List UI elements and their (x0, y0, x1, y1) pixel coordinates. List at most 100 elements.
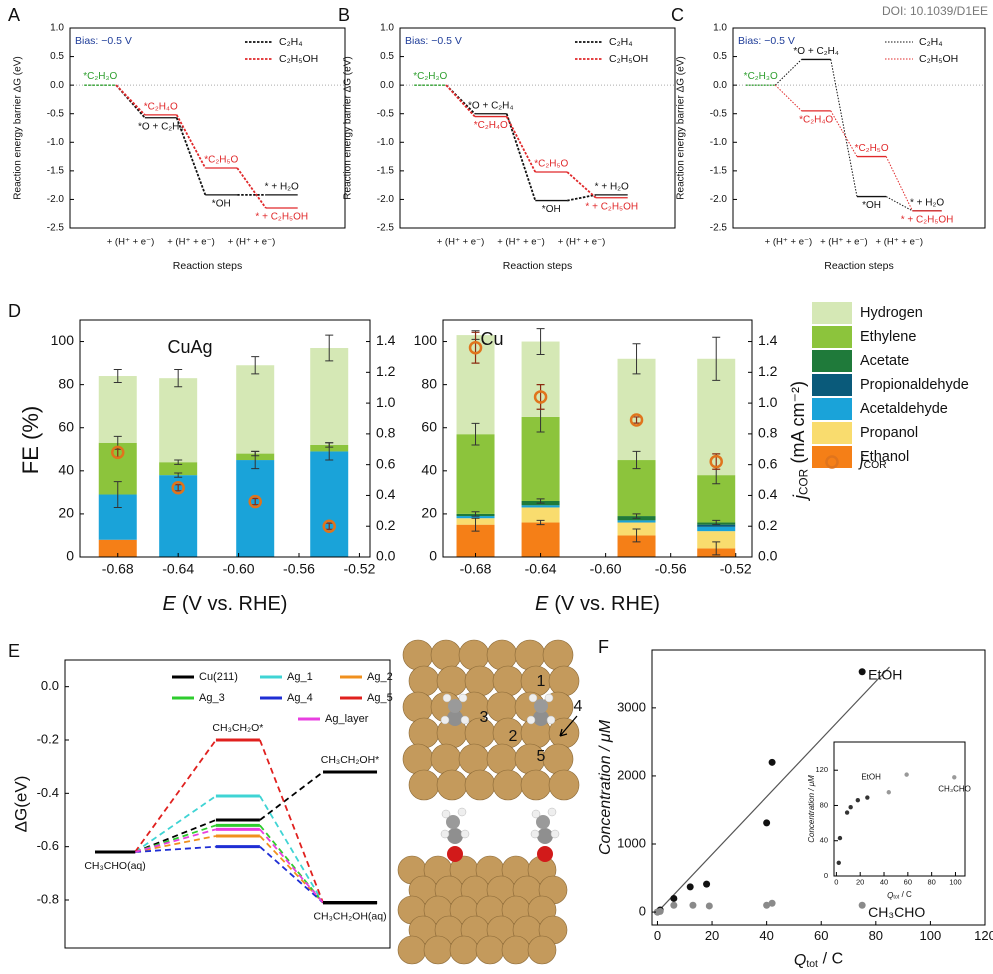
atom (436, 769, 468, 801)
x-axis-label: Reaction steps (824, 260, 893, 272)
level-label: *C₂H₅O (534, 159, 568, 170)
point (904, 772, 909, 777)
point (689, 901, 697, 909)
point (952, 775, 957, 780)
bar-segment (310, 348, 349, 445)
atom (449, 935, 479, 965)
bar-segment (310, 451, 349, 557)
carbon-atom (537, 828, 553, 844)
x-tick-label: 100 (949, 878, 962, 887)
atom (514, 639, 546, 671)
y-tick-label: -1.5 (47, 165, 65, 176)
y-tick-label: -2.0 (710, 194, 728, 205)
atom (458, 639, 490, 671)
point (865, 795, 870, 800)
atom (430, 639, 462, 671)
y-tick-label: 40 (820, 836, 828, 845)
atom (430, 743, 462, 775)
y-tick-label: 0.4 (758, 486, 778, 502)
legend-label-sub: COR (864, 460, 888, 471)
y-tick-label: 0.5 (50, 51, 64, 62)
j-marker (322, 519, 336, 533)
level-label: * + C₂H₅OH (901, 214, 954, 225)
step-label: + (H⁺ + e⁻) (437, 237, 485, 248)
x-axis-label: Reaction steps (503, 260, 572, 272)
state-label: CH₃CH₂O* (212, 722, 263, 734)
error-bar (251, 356, 260, 375)
series-label: CH₃CHO (938, 784, 971, 793)
carbon-atom (446, 815, 460, 829)
x-axis-label-symbol: E (535, 593, 549, 615)
image-label: 5 (537, 748, 546, 765)
atom (408, 665, 440, 697)
point (768, 758, 776, 766)
error-bar (712, 519, 721, 526)
level-connector (259, 835, 324, 904)
level-label: *O + C₂H₄ (138, 121, 183, 132)
atom (492, 665, 524, 697)
y-tick-label: -1.0 (47, 137, 65, 148)
error-bar (536, 498, 545, 504)
error-bar (113, 369, 122, 383)
atom (408, 717, 440, 749)
x-tick-label: 20 (856, 878, 864, 887)
level-connector (134, 835, 217, 853)
level-connector (115, 84, 146, 119)
panel-title: CuAg (167, 337, 212, 357)
bar-segment (697, 531, 736, 549)
structure-image (397, 639, 580, 965)
y-axis-label: Concentration / μM (807, 775, 816, 843)
bar-segment (236, 460, 275, 557)
error-bar (471, 511, 480, 517)
bar-segment (697, 526, 736, 532)
x-axis-label-sub: tot (806, 959, 818, 970)
y-tick-label: -0.6 (37, 838, 59, 853)
y-tick-label: 1.0 (50, 23, 64, 34)
error-bar (174, 472, 183, 478)
y-tick-label: 80 (820, 800, 828, 809)
y-tick-label: 2000 (617, 767, 646, 782)
atom (542, 639, 574, 671)
inset-bg (834, 742, 965, 876)
point (858, 668, 866, 676)
bar-segment (521, 507, 560, 523)
hydrogen-atom (458, 693, 468, 703)
y-tick-label: 1.0 (758, 394, 778, 410)
start-label: *C₂H₃O (744, 71, 778, 82)
y-axis-label: ΔG(eV) (11, 776, 30, 833)
atom (464, 665, 496, 697)
j-error-bar (174, 484, 183, 492)
error-bar (632, 528, 641, 543)
y-tick-label: -1.0 (377, 137, 395, 148)
atom (501, 935, 531, 965)
level-connector (774, 59, 802, 86)
hydrogen-atom (442, 693, 452, 703)
plot-frame (79, 319, 371, 558)
point (886, 790, 891, 795)
hydrogen-atom (546, 715, 556, 725)
level-connector (830, 110, 858, 157)
step-label: + (H⁺ + e⁻) (558, 237, 606, 248)
panel-letter: D (8, 301, 21, 321)
atom (408, 769, 440, 801)
y-tick-label: -0.5 (377, 108, 395, 119)
x-tick-label: 40 (759, 928, 773, 943)
level-label: *C₂H₄O (144, 101, 178, 112)
hydrogen-atom (460, 829, 470, 839)
step-label: + (H⁺ + e⁻) (820, 237, 868, 248)
level-connector (567, 193, 596, 202)
start-label: *C₂H₃O (83, 71, 117, 82)
x-tick-label: 120 (974, 928, 993, 943)
level-connector (259, 828, 324, 904)
y-tick-label: 100 (414, 332, 438, 348)
step-label: + (H⁺ + e⁻) (167, 237, 215, 248)
bar-segment (98, 539, 137, 557)
atom (458, 743, 490, 775)
series-label: EtOH (868, 666, 902, 682)
y-tick-label: -2.0 (377, 194, 395, 205)
x-axis-label: E (V vs. RHE) (163, 593, 288, 615)
x-axis-label-unit: / C (902, 890, 912, 899)
y-tick-label: 0.2 (758, 517, 778, 533)
hydrogen-atom (441, 809, 451, 819)
point (858, 901, 866, 909)
